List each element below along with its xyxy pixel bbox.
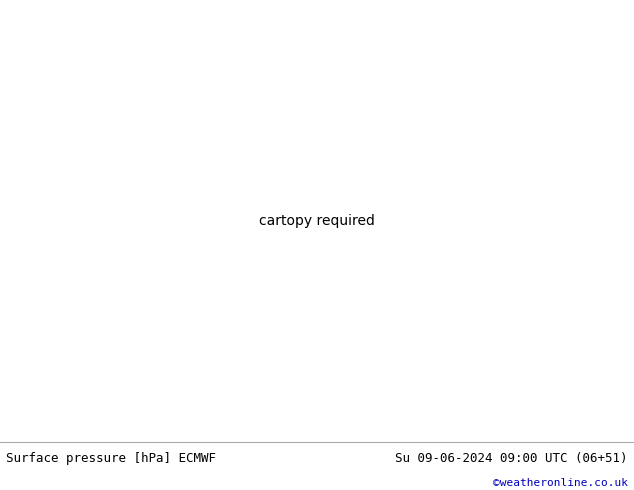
Text: Su 09-06-2024 09:00 UTC (06+51): Su 09-06-2024 09:00 UTC (06+51) [395,452,628,465]
Text: cartopy required: cartopy required [259,214,375,227]
Text: ©weatheronline.co.uk: ©weatheronline.co.uk [493,478,628,488]
Text: Surface pressure [hPa] ECMWF: Surface pressure [hPa] ECMWF [6,452,216,465]
